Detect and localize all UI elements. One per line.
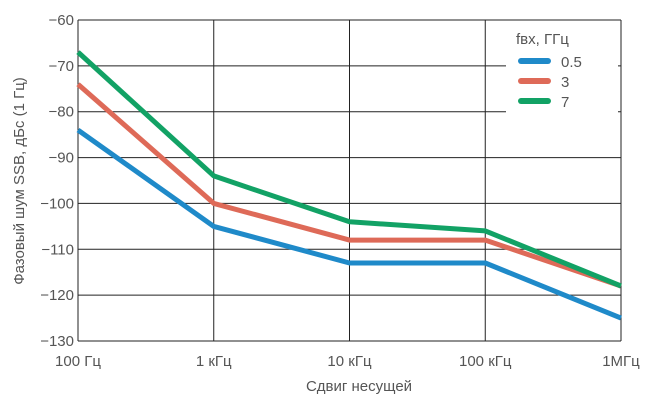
y-tick-label: −90 [49,150,74,167]
legend-label: 3 [561,74,569,91]
legend-label: 7 [561,94,569,111]
x-axis-title: Сдвиг несущей [306,378,412,395]
legend-title: fвх, ГГц [516,31,569,48]
x-tick-label: 1МГц [602,353,640,370]
x-tick-label: 1 кГц [196,353,232,370]
y-tick-label: −120 [40,287,74,304]
legend-label: 0.5 [561,54,582,71]
series-layer [76,50,622,321]
x-tick-label: 10 кГц [327,353,372,370]
y-tick-label: −130 [40,333,74,350]
y-axis-title: Фазовый шум SSB, дБс (1 Гц) [11,77,28,285]
legend: fвх, ГГц 0.5 3 7 [506,26,618,116]
grid [77,19,622,342]
y-tick-label: −100 [40,195,74,212]
series-line-0.5 [76,128,622,321]
y-tick-label: −60 [49,12,74,29]
y-tick-label: −80 [49,104,74,121]
x-tick-labels: 100 Гц 1 кГц 10 кГц 100 кГц 1МГц [55,353,640,370]
y-tick-label: −70 [49,58,74,75]
series-line-7 [76,50,622,289]
series-line-3 [76,82,622,289]
y-tick-label: −110 [41,241,74,258]
y-tick-labels: −60 −70 −80 −90 −100 −110 −120 −130 [40,12,74,350]
x-tick-label: 100 Гц [55,353,101,370]
x-tick-label: 100 кГц [459,353,512,370]
